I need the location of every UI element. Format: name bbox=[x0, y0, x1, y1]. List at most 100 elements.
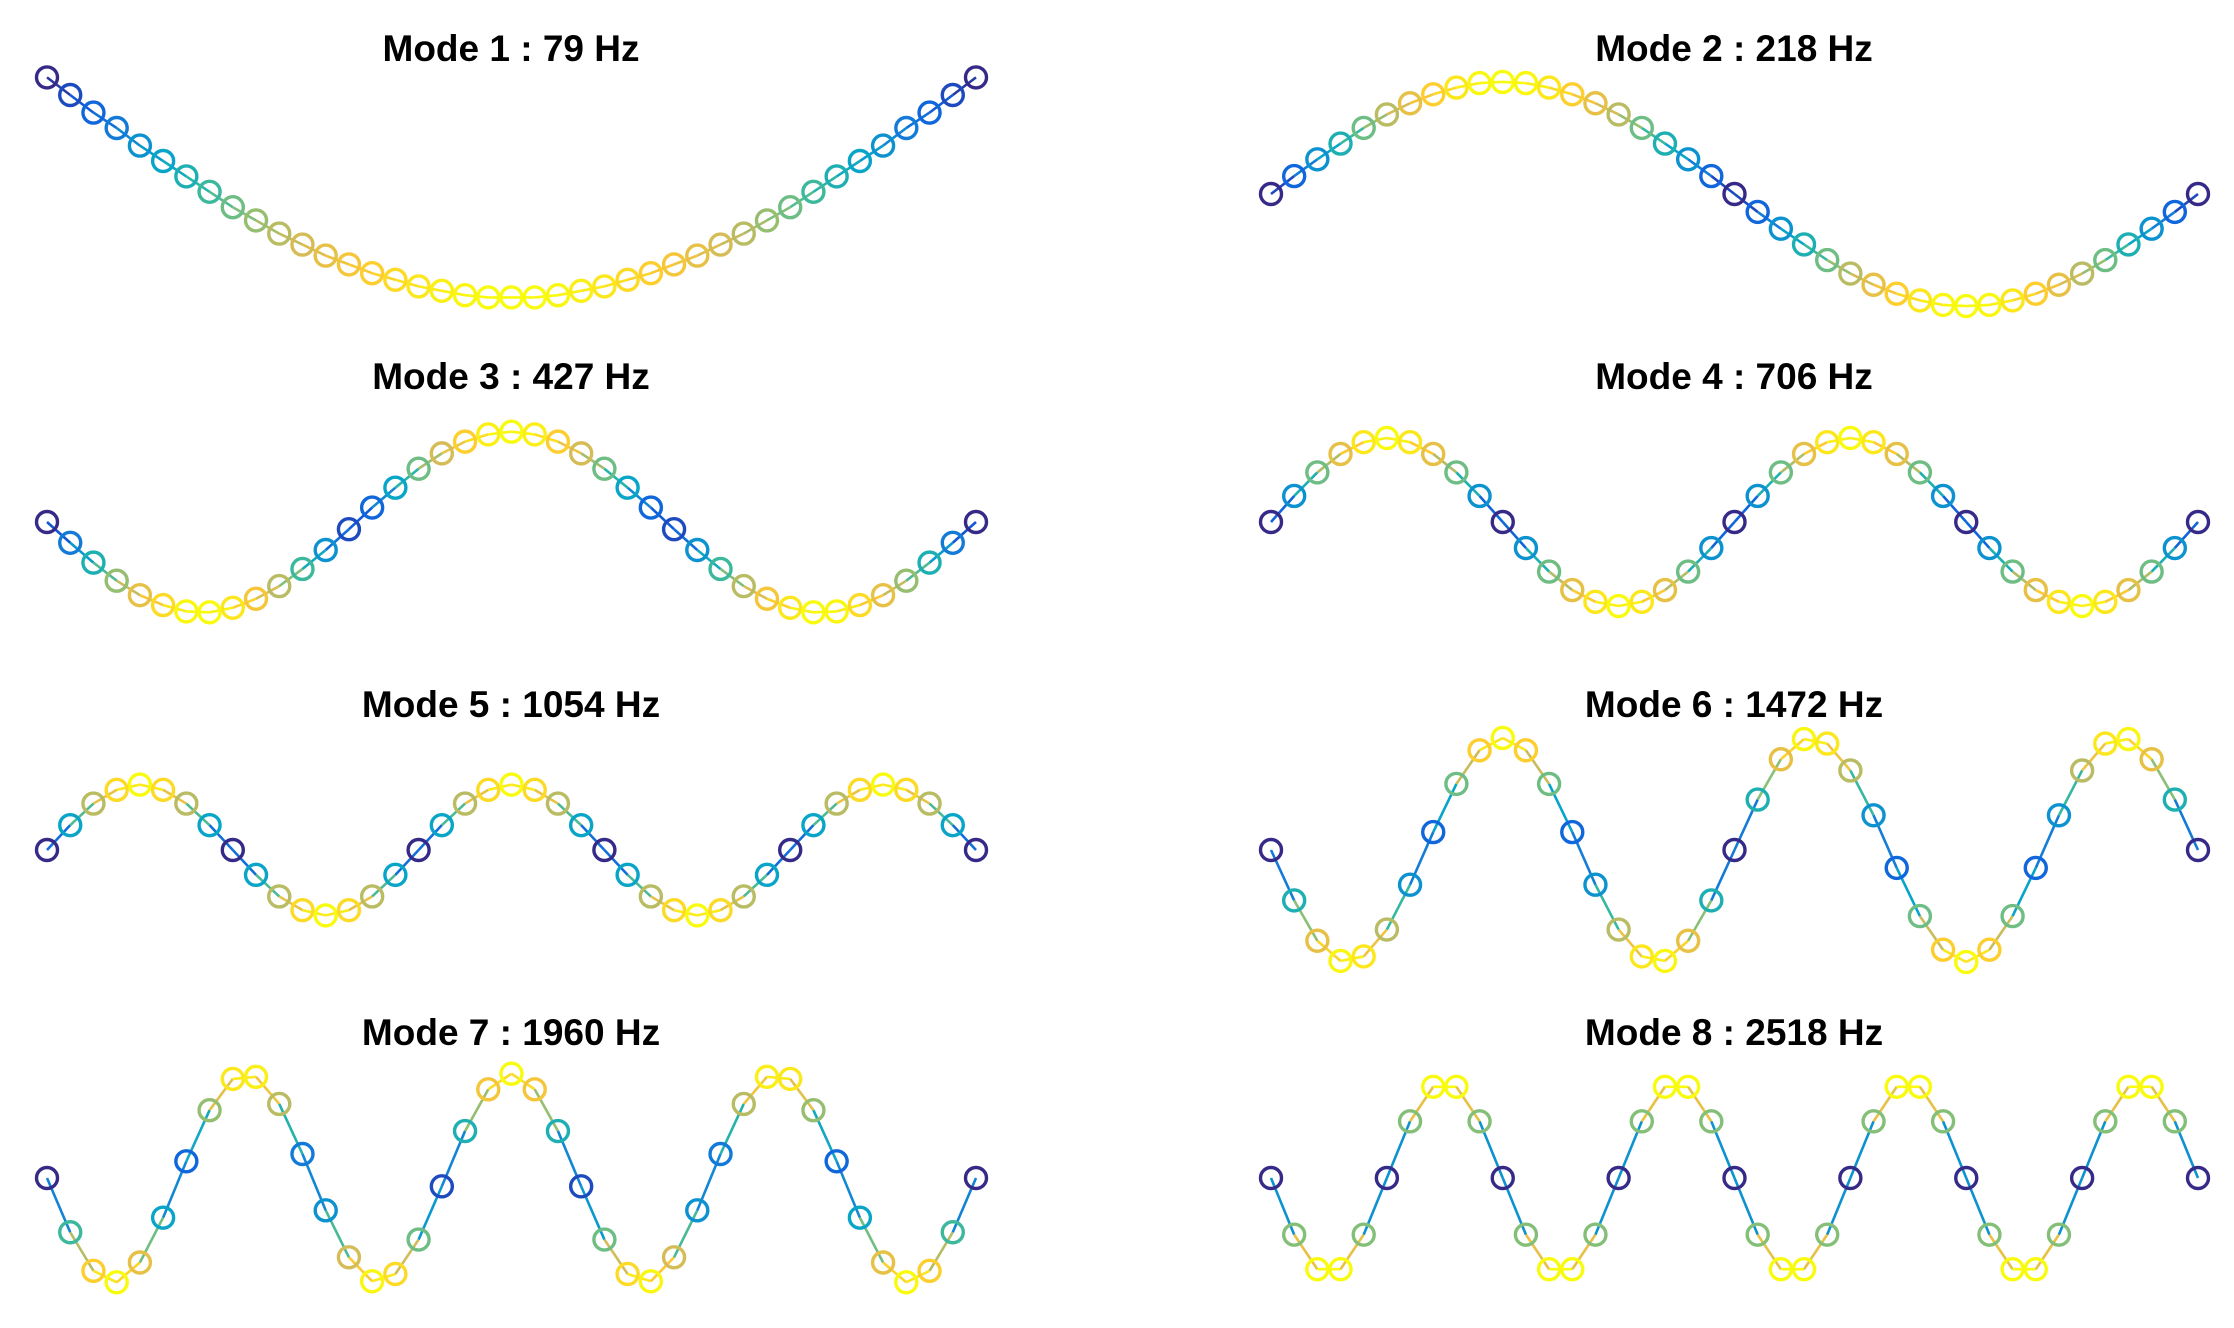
subplot-title: Mode 7 : 1960 Hz bbox=[362, 1012, 660, 1053]
node-marker bbox=[940, 530, 965, 555]
line-segment bbox=[696, 243, 722, 257]
subplot-title: Mode 5 : 1054 Hz bbox=[362, 684, 660, 725]
node-marker bbox=[1281, 888, 1307, 913]
node-marker bbox=[1977, 292, 2002, 318]
node-marker bbox=[917, 550, 942, 575]
node-marker bbox=[754, 208, 780, 233]
line-segment bbox=[1988, 547, 2014, 573]
line-segment bbox=[579, 1185, 606, 1241]
line-segment bbox=[534, 788, 559, 805]
node-marker bbox=[754, 586, 780, 611]
node-marker bbox=[127, 582, 153, 608]
node-marker bbox=[452, 283, 478, 308]
line-segment bbox=[1664, 570, 1689, 592]
node-marker bbox=[1930, 292, 1956, 318]
line-segment bbox=[208, 1078, 234, 1111]
node-marker bbox=[1861, 1109, 1886, 1134]
node-marker bbox=[1930, 937, 1956, 962]
node-marker bbox=[1722, 1165, 1747, 1191]
line-segment bbox=[1710, 849, 1736, 901]
node-marker bbox=[2000, 1257, 2025, 1282]
line-segment bbox=[371, 486, 397, 509]
node-marker bbox=[1954, 509, 1979, 535]
node-marker bbox=[1490, 725, 1515, 751]
subplot-title: Mode 1 : 79 Hz bbox=[383, 28, 640, 69]
line-segment bbox=[2034, 1233, 2061, 1270]
node-marker bbox=[81, 100, 106, 125]
node-marker bbox=[2185, 509, 2211, 535]
node-marker bbox=[2162, 787, 2188, 812]
node-marker bbox=[383, 1261, 408, 1287]
node-marker bbox=[406, 1227, 431, 1252]
node-marker bbox=[1977, 1222, 2002, 1247]
node-marker bbox=[1421, 82, 1446, 107]
line-segment bbox=[812, 1109, 838, 1162]
node-marker bbox=[568, 441, 594, 466]
line-segment bbox=[1849, 272, 1875, 286]
node-marker bbox=[1930, 1109, 1956, 1134]
node-marker bbox=[2023, 855, 2048, 881]
line-segment bbox=[1687, 1086, 1713, 1123]
node-marker bbox=[1281, 483, 1307, 509]
node-marker bbox=[58, 812, 83, 838]
node-marker bbox=[2000, 288, 2025, 313]
line-segment bbox=[440, 802, 466, 827]
node-marker bbox=[754, 862, 780, 888]
node-marker bbox=[2185, 1165, 2211, 1191]
line-segment bbox=[673, 528, 699, 551]
line-segment bbox=[1872, 441, 1898, 456]
node-marker bbox=[2185, 837, 2211, 863]
node-marker bbox=[359, 1269, 385, 1294]
node-marker bbox=[499, 772, 524, 797]
node-marker bbox=[1351, 944, 1376, 969]
node-marker bbox=[2093, 731, 2118, 756]
node-marker bbox=[1606, 102, 1631, 127]
node-marker bbox=[220, 1066, 246, 1092]
node-marker bbox=[2046, 1222, 2072, 1247]
node-marker bbox=[1421, 441, 1446, 467]
node-marker bbox=[1838, 261, 1863, 286]
line-segment bbox=[951, 824, 977, 851]
node-marker bbox=[592, 837, 617, 863]
node-marker bbox=[81, 550, 106, 575]
node-marker bbox=[568, 812, 594, 838]
node-marker bbox=[1444, 1074, 1469, 1099]
line-segment bbox=[1293, 1233, 1319, 1270]
node-marker bbox=[150, 148, 176, 174]
node-marker bbox=[1444, 460, 1469, 485]
node-marker bbox=[1536, 1257, 1562, 1282]
line-segment bbox=[928, 93, 954, 114]
line-segment bbox=[743, 219, 768, 235]
node-marker bbox=[1374, 102, 1400, 127]
node-marker bbox=[1791, 441, 1817, 467]
node-marker bbox=[615, 475, 640, 500]
line-segment bbox=[1571, 588, 1597, 603]
line-segment bbox=[719, 232, 745, 246]
node-marker bbox=[1722, 837, 1747, 863]
node-marker bbox=[824, 164, 849, 189]
node-marker bbox=[1652, 948, 1678, 974]
node-marker bbox=[1884, 281, 1909, 306]
line-segment bbox=[2035, 283, 2060, 295]
node-marker bbox=[2139, 747, 2164, 772]
line-segment bbox=[348, 506, 374, 531]
node-marker bbox=[615, 267, 640, 292]
line-segment bbox=[1826, 742, 1852, 772]
node-marker bbox=[2185, 181, 2211, 207]
node-marker bbox=[243, 1064, 269, 1090]
line-segment bbox=[1803, 243, 1828, 262]
line-segment bbox=[2127, 570, 2153, 592]
node-marker bbox=[847, 1205, 873, 1230]
node-marker bbox=[685, 1198, 710, 1223]
line-segment bbox=[951, 521, 977, 544]
node-marker bbox=[661, 252, 687, 277]
line-segment bbox=[1617, 113, 1643, 130]
node-marker bbox=[1606, 917, 1631, 942]
line-segment bbox=[2127, 738, 2153, 761]
node-marker bbox=[1675, 147, 1701, 172]
node-marker bbox=[1675, 928, 1701, 953]
node-marker bbox=[638, 495, 664, 520]
node-marker bbox=[824, 1149, 849, 1174]
line-segment bbox=[1571, 93, 1596, 105]
node-marker bbox=[638, 884, 664, 909]
